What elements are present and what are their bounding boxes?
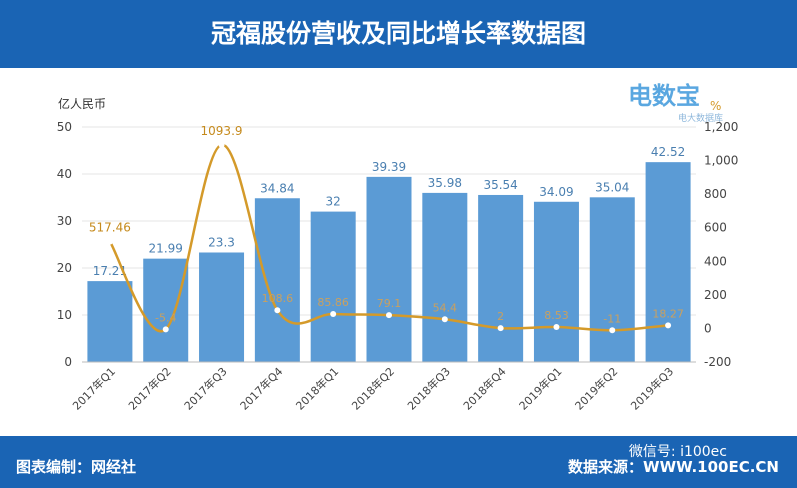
bar-label: 35.98 [428,176,462,190]
line-point [162,326,169,333]
footer-source-editor: 图表编制：网经社 [16,458,137,476]
line-label: 108.6 [262,292,294,305]
footer: 图表编制：网经社 微信号: i100ec 数据来源：WWW.100EC.CN [0,436,797,488]
footer-data-source: 数据来源：WWW.100EC.CN [568,458,779,476]
x-tick-label: 2019年Q2 [572,364,621,413]
line-label: 85.86 [317,296,349,309]
line-label: -5.4 [155,311,176,324]
x-tick-label: 2017年Q4 [237,364,286,413]
y2-tick-label: 200 [704,288,727,302]
line-label: 8.53 [544,309,569,322]
y-tick-label: 30 [57,214,72,228]
bar [478,194,524,362]
bar [422,192,468,362]
bar-label: 35.04 [595,180,629,194]
x-tick-label: 2019年Q3 [628,364,677,413]
bar-label: 23.3 [208,235,235,249]
line-label: -11 [603,312,621,325]
bar-label: 35.54 [483,178,517,192]
y2-tick-label: 600 [704,221,727,235]
bar-label: 42.52 [651,145,685,159]
line-point [665,322,672,329]
wechat-id: 微信号: i100ec [628,444,727,460]
y-tick-label: 10 [57,308,72,322]
logo: 电数宝 电大数据库 [628,82,724,124]
bar [533,201,579,362]
y-tick-label: 0 [64,355,72,369]
line-point [441,316,448,323]
bar [645,162,691,362]
line-point [274,307,281,314]
x-tick-label: 2017年Q2 [125,364,174,413]
bar-label: 32 [326,195,341,209]
x-tick-label: 2017年Q3 [181,364,230,413]
bar-label: 17.21 [93,264,127,278]
bar [310,211,356,362]
y2-tick-label: 1,000 [704,154,738,168]
bar [589,197,635,362]
line-label: 1093.9 [201,124,243,138]
x-tick-label: 2018年Q2 [349,364,398,413]
bar [143,258,189,362]
bar [254,198,300,362]
line-point [609,327,616,334]
line-label: 54.4 [433,301,458,314]
y2-tick-label: 400 [704,254,727,268]
bar-label: 34.09 [539,185,573,199]
y2-tick-label: -200 [704,355,731,369]
chart-title: 冠福股份营收及同比增长率数据图 [0,0,797,68]
line-label: 2 [497,310,504,323]
line-point [330,311,337,318]
line-point [553,323,560,330]
x-tick-label: 2018年Q3 [404,364,453,413]
x-tick-label: 2017年Q1 [69,364,118,413]
x-tick-label: 2019年Q1 [516,364,565,413]
line-label: 79.1 [377,297,402,310]
line-label: 18.27 [652,307,684,320]
bar-label: 21.99 [149,242,183,256]
line-label: 517.46 [89,221,131,235]
bar [366,176,412,362]
y-tick-label: 40 [57,167,72,181]
line-point [497,325,504,332]
y2-axis-label: % [710,99,721,113]
y2-tick-label: 800 [704,187,727,201]
line-point [218,141,225,148]
bar [199,252,245,362]
line-point [386,312,392,319]
y-tick-label: 20 [57,261,72,275]
y-axis-label: 亿人民币 [58,96,106,111]
bar-label: 34.84 [260,181,294,195]
y-tick-label: 50 [57,120,72,134]
x-tick-label: 2018年Q1 [293,364,342,413]
bar-label: 39.39 [372,160,406,174]
y2-tick-label: 0 [704,321,712,335]
line-point [106,238,113,245]
x-tick-label: 2018年Q4 [460,364,509,413]
bar [87,281,133,362]
y2-tick-label: 1,200 [704,120,738,134]
